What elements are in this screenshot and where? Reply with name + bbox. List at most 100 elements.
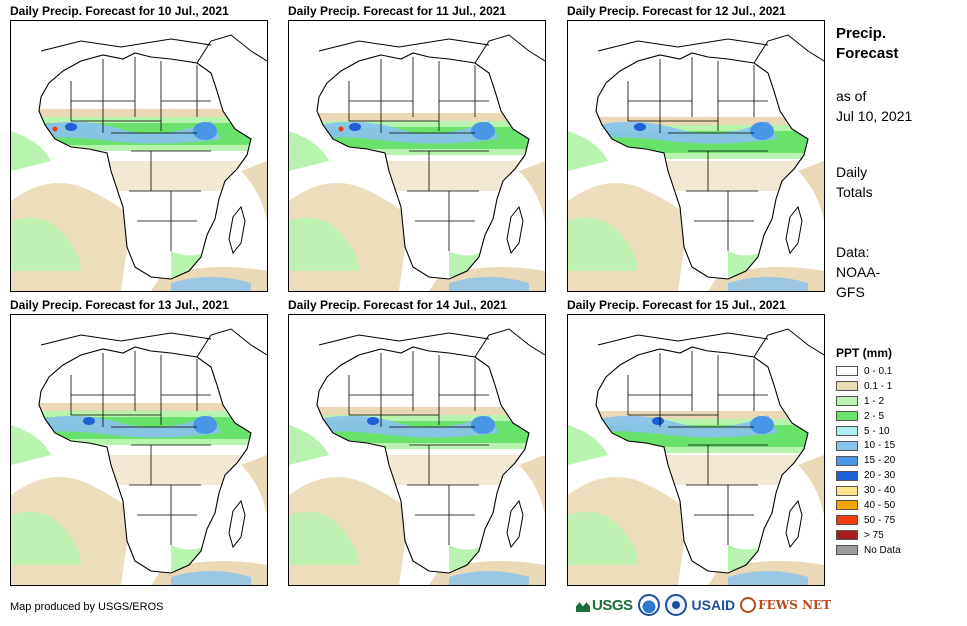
- legend-item: 10 - 15: [836, 438, 901, 453]
- precip-map: [10, 20, 268, 292]
- africa-coastline: [595, 346, 809, 574]
- legend-label: 20 - 30: [864, 470, 896, 482]
- fews-net-logo: FEWS NET: [740, 597, 831, 613]
- source-line: Data:: [836, 244, 870, 260]
- precip-map: [567, 20, 825, 292]
- mediterranean-coast: [597, 38, 769, 52]
- intense-cell: [634, 123, 646, 131]
- usaid-logo: USAID: [692, 597, 736, 613]
- legend-item: 50 - 75: [836, 513, 901, 528]
- ethiopian-highlands-rain: [750, 416, 774, 434]
- legend-item: 2 - 5: [836, 409, 901, 424]
- sidebar-title: Precip. Forecast: [836, 24, 899, 64]
- southern-ocean-heavy: [171, 571, 251, 585]
- legend-swatch: [836, 545, 858, 556]
- extreme-cell: [52, 126, 58, 132]
- madagascar: [785, 499, 803, 549]
- ethiopian-highlands-rain: [471, 416, 495, 434]
- heavy-rain-band: [598, 415, 778, 438]
- legend-swatch: [836, 455, 858, 466]
- arabia-coast: [196, 328, 267, 358]
- mediterranean-coast: [318, 38, 490, 52]
- panel-title: Daily Precip. Forecast for 12 Jul., 2021: [567, 4, 786, 18]
- legend-item: 0 - 0.1: [836, 364, 901, 379]
- totals-line: Daily: [836, 164, 868, 180]
- africa-coastline: [38, 346, 252, 574]
- panel-title: Daily Precip. Forecast for 11 Jul., 2021: [288, 4, 507, 18]
- southern-ocean-heavy: [728, 571, 808, 585]
- legend-title: PPT (mm): [836, 346, 893, 360]
- legend-label: 10 - 15: [864, 440, 896, 452]
- precip-map: [10, 314, 268, 586]
- ocean-rain-patch: [568, 511, 638, 565]
- noaa-logo-icon: [637, 594, 660, 616]
- ethiopian-highlands-rain: [471, 122, 495, 140]
- africa-map: [568, 34, 824, 291]
- southern-ocean-heavy: [449, 571, 529, 585]
- arabia-coast: [474, 328, 545, 358]
- sidebar-title-line: Precip.: [836, 25, 887, 42]
- usgs-logo: USGS: [576, 597, 633, 614]
- sidebar-title-line: Forecast: [836, 45, 899, 62]
- africa-coastline: [316, 52, 530, 280]
- fews-globe-icon: [740, 597, 757, 613]
- legend-rows: 0 - 0.1 0.1 - 1 1 - 2 2 - 5 5 - 10 10 - 15 15 …: [836, 364, 901, 558]
- legend-label: 5 - 10: [864, 425, 890, 437]
- legend-label: 15 - 20: [864, 455, 896, 467]
- mediterranean-coast: [597, 332, 769, 346]
- ppt-legend: PPT (mm) 0 - 0.1 0.1 - 1 1 - 2 2 - 5 5 - 10 1…: [836, 346, 901, 558]
- arabia-coast: [753, 34, 824, 64]
- country-borders: [348, 351, 489, 545]
- legend-swatch: [836, 500, 858, 511]
- indian-ocean-rain: [241, 455, 267, 515]
- indian-ocean-rain: [798, 161, 824, 221]
- mediterranean-coast: [318, 332, 490, 346]
- ocean-rain-patch: [289, 511, 359, 565]
- as-of-value: Jul 10, 2021: [836, 108, 913, 124]
- atlantic-rain: [289, 425, 329, 465]
- arabia-coast: [474, 34, 545, 64]
- africa-coastline: [595, 52, 809, 280]
- source-line: NOAA-: [836, 264, 881, 280]
- legend-label: 40 - 50: [864, 499, 896, 511]
- mediterranean-coast: [40, 38, 212, 52]
- atlantic-rain: [11, 131, 51, 171]
- intense-cell: [367, 417, 379, 425]
- atlantic-rain: [289, 131, 329, 171]
- legend-label: 0 - 0.1: [864, 365, 893, 377]
- legend-item: > 75: [836, 528, 901, 543]
- africa-coastline: [316, 346, 530, 574]
- panel-title: Daily Precip. Forecast for 15 Jul., 2021: [567, 298, 786, 312]
- legend-label: 1 - 2: [864, 395, 885, 407]
- legend-label: 0.1 - 1: [864, 380, 893, 392]
- country-borders: [70, 57, 211, 251]
- intense-cell: [349, 123, 361, 131]
- country-borders: [627, 351, 768, 545]
- legend-swatch: [836, 485, 858, 496]
- usaid-seal-icon: [664, 594, 687, 616]
- legend-swatch: [836, 396, 858, 407]
- intense-cell: [65, 123, 77, 131]
- legend-swatch: [836, 426, 858, 436]
- country-borders: [348, 57, 489, 251]
- legend-item: 5 - 10: [836, 424, 901, 439]
- africa-coastline: [38, 52, 252, 280]
- legend-item: No Data: [836, 543, 901, 558]
- legend-swatch: [836, 515, 858, 526]
- arabia-coast: [753, 328, 824, 358]
- legend-item: 30 - 40: [836, 483, 901, 498]
- legend-swatch: [836, 366, 858, 377]
- usgs-logo-text: USGS: [592, 596, 633, 614]
- southern-ocean-heavy: [171, 277, 251, 291]
- legend-item: 15 - 20: [836, 453, 901, 468]
- heavy-rain-band: [41, 121, 221, 144]
- indian-ocean-rain: [519, 161, 545, 221]
- atlantic-rain: [568, 131, 608, 171]
- panel-title: Daily Precip. Forecast for 10 Jul., 2021: [10, 4, 229, 18]
- africa-map: [11, 328, 267, 585]
- legend-label: No Data: [864, 544, 901, 556]
- heavy-rain-band: [319, 121, 499, 144]
- madagascar: [785, 205, 803, 255]
- legend-swatch: [836, 470, 858, 481]
- africa-map: [289, 34, 545, 291]
